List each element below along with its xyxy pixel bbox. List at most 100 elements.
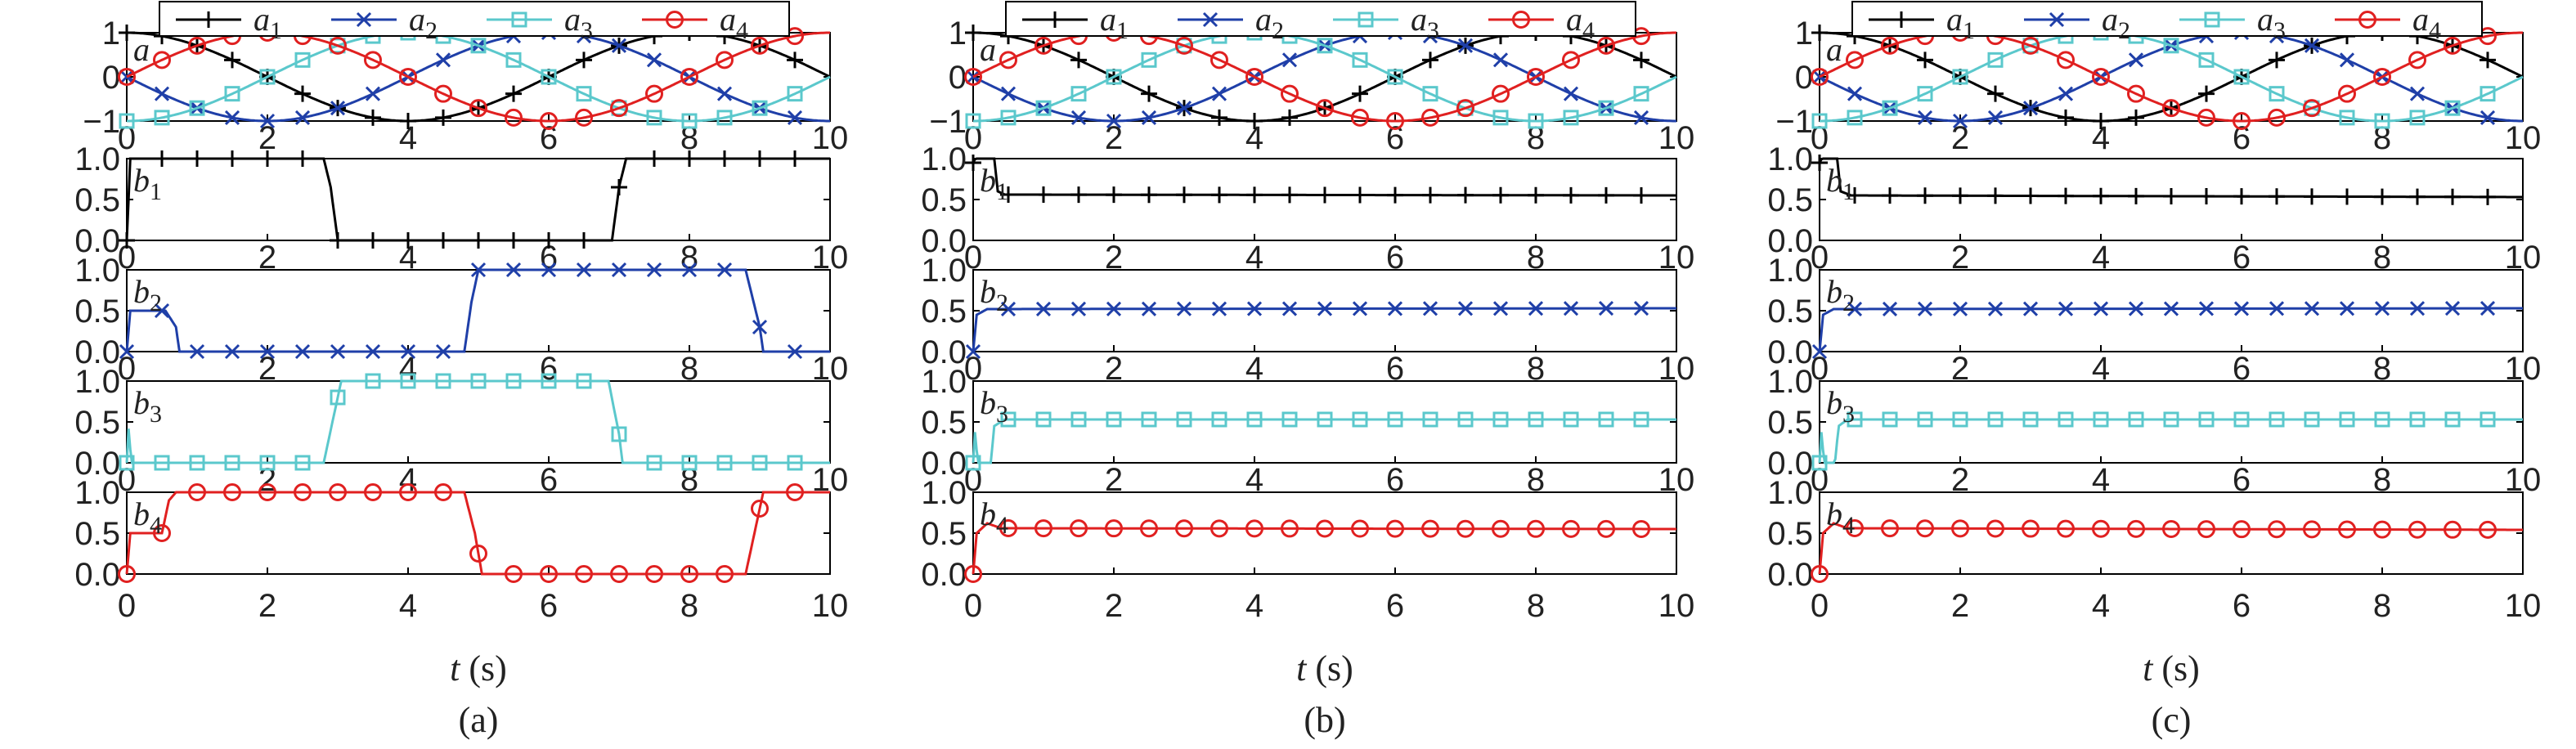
marker-a2 xyxy=(1422,301,1438,316)
marker-a4 xyxy=(1070,519,1088,538)
marker-a2 xyxy=(1106,301,1122,316)
subplot-label: b2 xyxy=(1826,273,1855,316)
legend-label-a4: a4 xyxy=(1566,1,1595,44)
x-tick-label: 6 xyxy=(1386,120,1404,156)
axes-frame xyxy=(972,491,1677,575)
marker-a3 xyxy=(1528,411,1544,428)
marker-a1 xyxy=(752,150,768,167)
marker-a2 xyxy=(681,262,698,278)
marker-a4 xyxy=(786,483,804,501)
marker-a3 xyxy=(1492,110,1509,126)
marker-a1 xyxy=(1035,186,1052,204)
marker-a4 xyxy=(540,112,558,130)
y-tick-label: 1.0 xyxy=(1767,364,1813,400)
x-tick-label: 0 xyxy=(964,351,982,387)
legend-label-a2: a2 xyxy=(409,1,438,44)
marker-a2 xyxy=(965,343,981,360)
marker-a2 xyxy=(1987,110,2004,125)
x-tick-label: 4 xyxy=(2092,588,2110,624)
marker-a3 xyxy=(2198,52,2215,68)
marker-a2 xyxy=(1387,301,1403,316)
marker-a1 xyxy=(2058,109,2074,126)
axes-frame xyxy=(1819,380,2524,464)
marker-a2 xyxy=(646,262,662,278)
y-tick-label: 0.0 xyxy=(921,446,967,482)
marker-a2 xyxy=(1633,110,1649,125)
marker-a3 xyxy=(1035,411,1052,428)
subplot-label: b3 xyxy=(980,384,1008,428)
marker-a3 xyxy=(1598,411,1614,428)
marker-a4 xyxy=(1597,519,1615,538)
marker-a4 xyxy=(575,108,593,127)
series-line-a2 xyxy=(125,268,830,353)
marker-a1 xyxy=(1317,186,1333,204)
marker-a2 xyxy=(2304,38,2320,53)
y-tick-label: 1.0 xyxy=(921,475,967,511)
panel-caption: (c) xyxy=(2152,700,2192,740)
x-tick-label: 10 xyxy=(2505,588,2542,624)
marker-a3 xyxy=(294,52,311,68)
marker-a4 xyxy=(2268,520,2286,539)
marker-a3 xyxy=(189,100,205,116)
marker-a3 xyxy=(716,455,733,471)
marker-a4 xyxy=(540,565,558,583)
subplot-label: a xyxy=(133,31,150,68)
legend-marker-a3 xyxy=(2204,11,2220,28)
marker-a2 xyxy=(2093,301,2109,316)
marker-a4 xyxy=(469,545,487,563)
marker-a2 xyxy=(1847,86,1863,101)
x-tick-label: 8 xyxy=(2373,120,2391,156)
marker-a4 xyxy=(153,524,171,542)
marker-a4 xyxy=(964,68,982,86)
marker-a4 xyxy=(1597,36,1615,55)
marker-a2 xyxy=(470,262,487,278)
series-markers-a2 xyxy=(119,262,803,360)
marker-a3 xyxy=(1141,411,1157,428)
marker-a2 xyxy=(646,52,662,68)
marker-a4 xyxy=(1881,519,1899,538)
marker-a1 xyxy=(1387,186,1403,204)
series-markers-a3 xyxy=(965,411,1649,471)
x-tick-label: 4 xyxy=(399,351,417,387)
marker-a4 xyxy=(1210,51,1228,70)
series-markers-a4 xyxy=(964,519,1650,583)
y-tick-label: 1.0 xyxy=(74,364,120,400)
marker-a1 xyxy=(259,150,276,167)
x-tick-label: 0 xyxy=(964,462,982,498)
series-markers-a3 xyxy=(1811,25,2496,129)
legend-marker-a4 xyxy=(1512,11,1530,29)
marker-a4 xyxy=(1281,84,1299,103)
marker-a2 xyxy=(576,262,592,278)
marker-a2 xyxy=(2409,86,2426,101)
x-tick-label: 0 xyxy=(964,588,982,624)
marker-a4 xyxy=(2057,519,2075,538)
x-tick-label: 0 xyxy=(1811,120,1829,156)
marker-a1 xyxy=(2480,52,2496,69)
x-tick-label: 8 xyxy=(680,351,698,387)
marker-a4 xyxy=(1210,519,1228,538)
marker-a1 xyxy=(1987,85,2004,102)
legend-label-a1: a1 xyxy=(1100,1,1129,44)
marker-a3 xyxy=(1847,110,1863,126)
marker-a3 xyxy=(1811,455,1828,471)
legend-marker-a2 xyxy=(2049,11,2065,28)
marker-a1 xyxy=(2128,109,2144,126)
marker-a3 xyxy=(1141,52,1157,68)
y-tick-label: 0.0 xyxy=(74,334,120,370)
marker-a3 xyxy=(1528,113,1544,129)
marker-a3 xyxy=(119,113,135,129)
legend-box xyxy=(1851,1,2483,37)
axes-frame xyxy=(126,269,831,352)
subplot-label: b1 xyxy=(980,162,1008,205)
marker-a1 xyxy=(646,150,662,167)
x-tick-label: 2 xyxy=(1105,462,1123,498)
x-tick-label: 0 xyxy=(118,588,136,624)
marker-a4 xyxy=(1846,519,1864,538)
marker-a1 xyxy=(1847,187,1863,204)
